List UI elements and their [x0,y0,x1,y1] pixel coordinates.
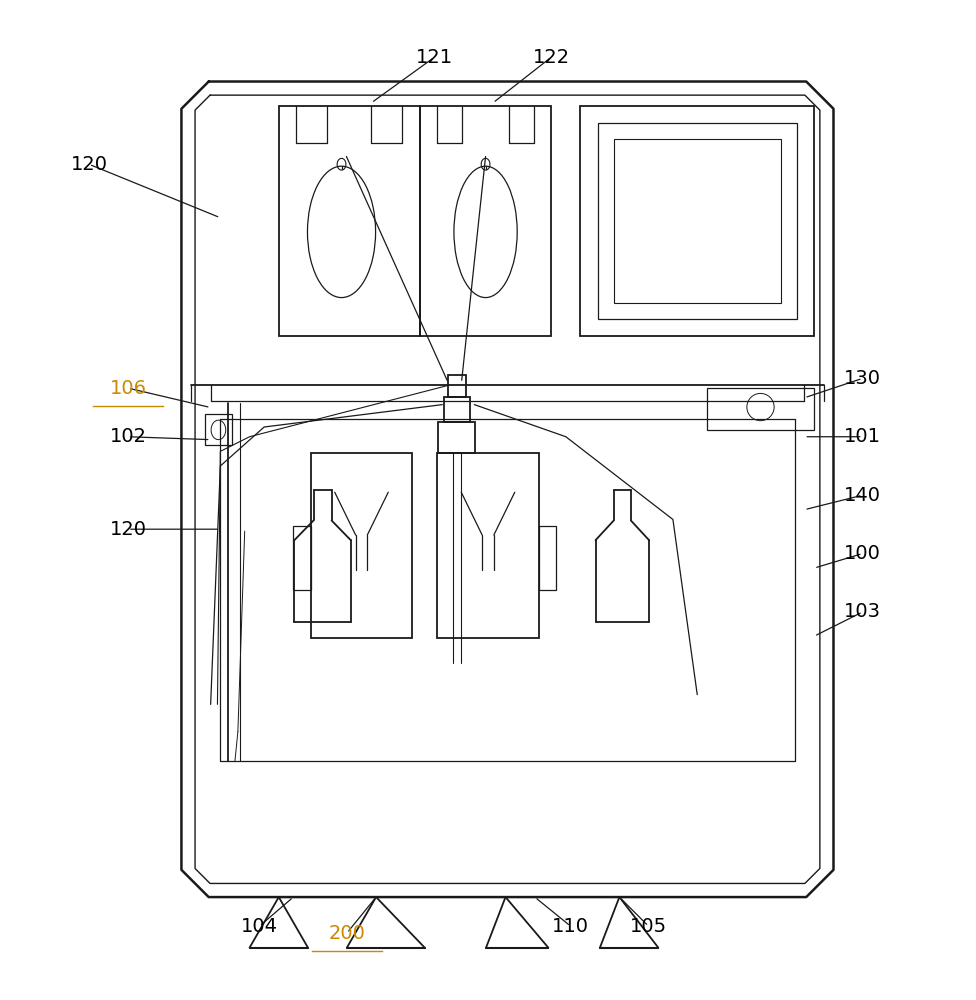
Bar [614,139,781,303]
Text: 106: 106 [109,379,146,398]
Bar [437,453,539,638]
Text: 120: 120 [109,520,146,539]
Bar [279,106,420,336]
Text: 122: 122 [533,48,570,67]
Bar [420,106,551,336]
Text: 101: 101 [844,427,881,446]
Bar [707,388,814,430]
Bar [539,526,556,590]
Text: 100: 100 [844,544,881,563]
Text: 104: 104 [241,917,278,936]
Bar [205,414,232,445]
Text: 105: 105 [630,917,668,936]
Bar [444,397,469,422]
Text: 103: 103 [844,602,881,621]
Bar [438,422,475,453]
Bar [581,106,814,336]
Bar [311,453,412,638]
Text: 120: 120 [70,155,107,174]
Bar [448,375,466,397]
Bar [598,123,796,319]
Bar [294,526,311,590]
Text: 200: 200 [329,924,365,943]
Text: 110: 110 [552,917,590,936]
Text: 121: 121 [416,48,453,67]
Text: 140: 140 [844,486,881,505]
Text: 102: 102 [109,427,146,446]
Text: 130: 130 [844,369,881,388]
